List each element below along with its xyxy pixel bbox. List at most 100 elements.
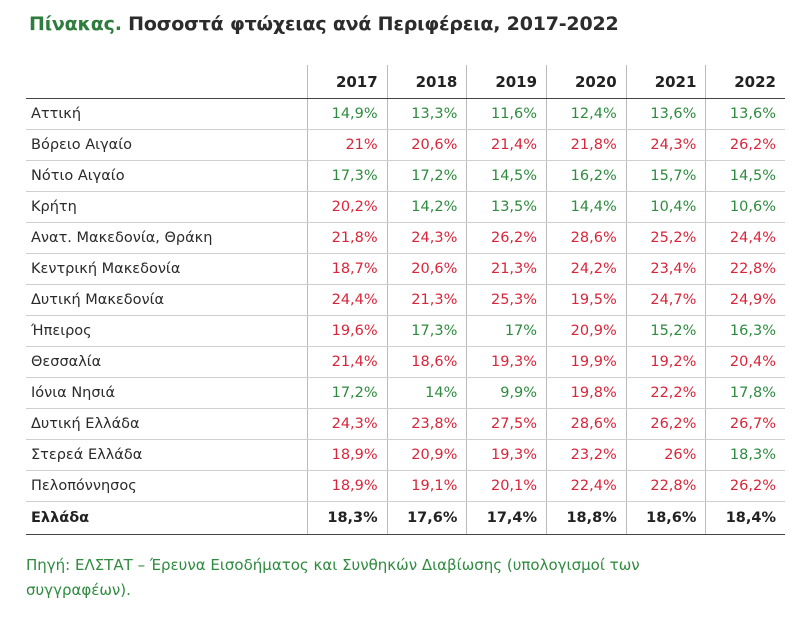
column-header-year: 2020: [546, 65, 627, 99]
source-note: Πηγή: ΕΛΣΤΑΤ – Έρευνα Εισοδήματος και Συ…: [26, 556, 640, 599]
region-name: Κεντρική Μακεδονία: [26, 253, 308, 285]
rate-cell: 14,9%: [307, 98, 388, 130]
region-name: Ιόνια Νησιά: [26, 377, 308, 409]
rate-cell: 26%: [625, 439, 706, 471]
rate-cell: 18,7%: [307, 253, 388, 285]
table-body: Αττική 14,9% 13,3% 11,6% 12,4% 13,6% 13,6% Βόρε…: [26, 98, 785, 535]
total-row: Ελλάδα 18,3% 17,6% 17,4% 18,8% 18,6% 18,4%: [26, 501, 785, 535]
column-header-year: 2017: [307, 65, 388, 99]
rate-cell: 23,4%: [625, 253, 706, 285]
rate-cell: 14,4%: [546, 191, 627, 223]
rate-cell: 26,7%: [705, 408, 785, 440]
rate-cell: 20,9%: [386, 439, 467, 471]
table-row: Δυτική Μακεδονία 24,4% 21,3% 25,3% 19,5% 24,7…: [26, 284, 785, 316]
table-row: Κεντρική Μακεδονία 18,7% 20,6% 21,3% 24,2% 23…: [26, 253, 785, 285]
rate-cell: 24,3%: [307, 408, 388, 440]
rate-cell: 19,5%: [546, 284, 627, 316]
rate-cell: 14%: [386, 377, 467, 409]
rate-cell: 19,8%: [546, 377, 627, 409]
rate-cell: 12,4%: [546, 98, 627, 130]
rate-cell: 22,8%: [625, 470, 706, 502]
rate-cell: 22,8%: [705, 253, 785, 285]
rate-cell: 18,9%: [307, 470, 388, 502]
region-name: Βόρειο Αιγαίο: [26, 129, 308, 161]
rate-cell: 21,8%: [546, 129, 627, 161]
rate-cell: 24,3%: [625, 129, 706, 161]
rate-cell: 19,6%: [307, 315, 388, 347]
rate-cell: 15,7%: [625, 160, 706, 192]
rate-cell: 24,9%: [705, 284, 785, 316]
rate-cell: 18,9%: [307, 439, 388, 471]
rate-cell: 17,2%: [307, 377, 388, 409]
table-row: Αττική 14,9% 13,3% 11,6% 12,4% 13,6% 13,6%: [26, 98, 785, 130]
region-name: Νότιο Αιγαίο: [26, 160, 308, 192]
region-name: Ήπειρος: [26, 315, 308, 347]
rate-cell: 10,4%: [625, 191, 706, 223]
rate-cell: 24,4%: [307, 284, 388, 316]
region-name: Κρήτη: [26, 191, 308, 223]
rate-cell: 13,3%: [386, 98, 467, 130]
total-rate-cell: 17,6%: [386, 501, 467, 535]
rate-cell: 20,6%: [386, 253, 467, 285]
rate-cell: 19,3%: [466, 439, 547, 471]
table-row: Πελοπόννησος 18,9% 19,1% 20,1% 22,4% 22,8% 26,…: [26, 470, 785, 502]
rate-cell: 16,3%: [705, 315, 785, 347]
total-rate-cell: 18,8%: [546, 501, 627, 535]
rate-cell: 21,3%: [466, 253, 547, 285]
rate-cell: 16,2%: [546, 160, 627, 192]
region-name: Θεσσαλία: [26, 346, 308, 378]
rate-cell: 25,3%: [466, 284, 547, 316]
rate-cell: 17,2%: [386, 160, 467, 192]
rate-cell: 20,4%: [705, 346, 785, 378]
rate-cell: 18,3%: [705, 439, 785, 471]
total-label: Ελλάδα: [26, 501, 308, 535]
rate-cell: 23,2%: [546, 439, 627, 471]
rate-cell: 14,5%: [705, 160, 785, 192]
total-rate-cell: 18,4%: [705, 501, 785, 535]
rate-cell: 21,4%: [307, 346, 388, 378]
poverty-rate-table: 2017 2018 2019 2020 2021 2022 Αττική 14,9…: [26, 65, 785, 535]
table-row: Δυτική Ελλάδα 24,3% 23,8% 27,5% 28,6% 26,2% 26…: [26, 408, 785, 440]
rate-cell: 21%: [307, 129, 388, 161]
rate-cell: 13,6%: [625, 98, 706, 130]
table-row: Στερεά Ελλάδα 18,9% 20,9% 19,3% 23,2% 26% 18,3…: [26, 439, 785, 471]
rate-cell: 14,2%: [386, 191, 467, 223]
rate-cell: 19,2%: [625, 346, 706, 378]
region-name: Ανατ. Μακεδονία, Θράκη: [26, 222, 308, 254]
rate-cell: 11,6%: [466, 98, 547, 130]
rate-cell: 22,4%: [546, 470, 627, 502]
rate-cell: 27,5%: [466, 408, 547, 440]
rate-cell: 14,5%: [466, 160, 547, 192]
table-row: Νότιο Αιγαίο 17,3% 17,2% 14,5% 16,2% 15,7% 14,…: [26, 160, 785, 192]
rate-cell: 20,9%: [546, 315, 627, 347]
rate-cell: 17,3%: [307, 160, 388, 192]
title-lead: Πίνακας.: [29, 13, 122, 35]
region-name: Δυτική Ελλάδα: [26, 408, 308, 440]
rate-cell: 19,3%: [466, 346, 547, 378]
header-row: 2017 2018 2019 2020 2021 2022: [26, 65, 785, 99]
column-header-year: 2022: [705, 65, 785, 99]
table-row: Ιόνια Νησιά 17,2% 14% 9,9% 19,8% 22,2% 17,8%: [26, 377, 785, 409]
rate-cell: 9,9%: [466, 377, 547, 409]
rate-cell: 13,6%: [705, 98, 785, 130]
rate-cell: 26,2%: [705, 470, 785, 502]
rate-cell: 13,5%: [466, 191, 547, 223]
rate-cell: 20,1%: [466, 470, 547, 502]
table-title: Πίνακας. Ποσοστά φτώχειας ανά Περιφέρεια…: [29, 13, 619, 35]
region-name: Δυτική Μακεδονία: [26, 284, 308, 316]
rate-cell: 20,6%: [386, 129, 467, 161]
region-name: Πελοπόννησος: [26, 470, 308, 502]
table-row: Θεσσαλία 21,4% 18,6% 19,3% 19,9% 19,2% 20,4%: [26, 346, 785, 378]
rate-cell: 24,4%: [705, 222, 785, 254]
rate-cell: 21,8%: [307, 222, 388, 254]
rate-cell: 20,2%: [307, 191, 388, 223]
table-row: Κρήτη 20,2% 14,2% 13,5% 14,4% 10,4% 10,6%: [26, 191, 785, 223]
title-text: Ποσοστά φτώχειας ανά Περιφέρεια, 2017-20…: [128, 13, 619, 35]
rate-cell: 17,8%: [705, 377, 785, 409]
rate-cell: 21,3%: [386, 284, 467, 316]
header-corner: [26, 65, 308, 99]
rate-cell: 26,2%: [705, 129, 785, 161]
rate-cell: 28,6%: [546, 408, 627, 440]
rate-cell: 10,6%: [705, 191, 785, 223]
rate-cell: 17,3%: [386, 315, 467, 347]
